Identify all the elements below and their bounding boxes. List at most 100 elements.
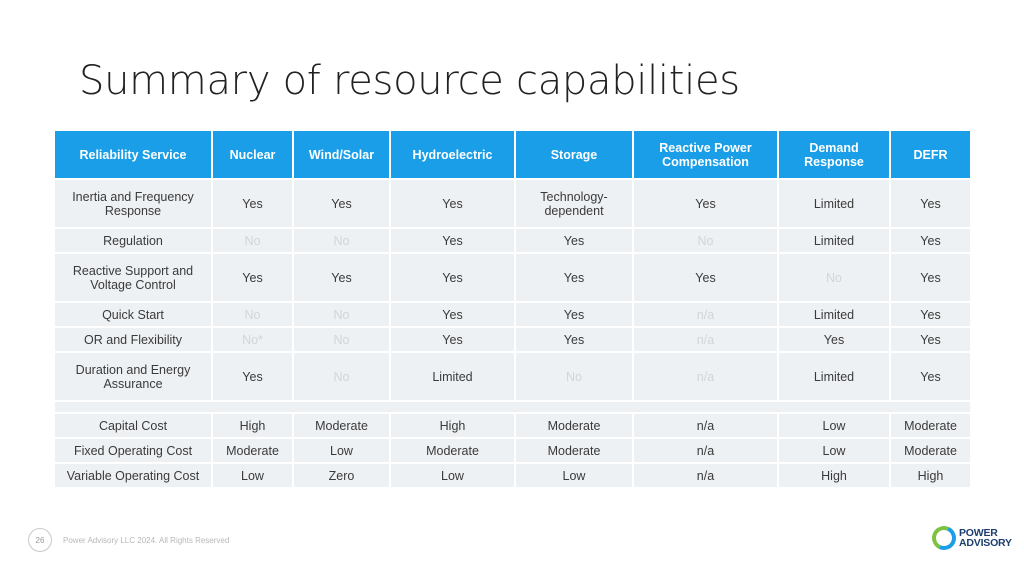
- table-cell: Limited: [779, 353, 889, 400]
- table-cell: Yes: [516, 229, 632, 252]
- header-resource: Reactive Power Compensation: [634, 131, 777, 178]
- row-label: OR and Flexibility: [55, 328, 211, 351]
- table-cell: n/a: [634, 439, 777, 462]
- table-cell: No: [294, 303, 389, 326]
- table-cell: No: [294, 328, 389, 351]
- table-cell: No: [779, 254, 889, 301]
- table-cell: Yes: [891, 303, 970, 326]
- table-cell: Moderate: [891, 439, 970, 462]
- capabilities-table: Reliability Service Nuclear Wind/Solar Hydr…: [53, 129, 972, 489]
- row-label: Duration and Energy Assurance: [55, 353, 211, 400]
- row-label: Regulation: [55, 229, 211, 252]
- table-cell: n/a: [634, 414, 777, 437]
- header-resource: Nuclear: [213, 131, 292, 178]
- table-cell: Yes: [391, 303, 514, 326]
- logo-line-1: POWER: [959, 527, 998, 539]
- table-cell: Yes: [391, 254, 514, 301]
- table-cell: Yes: [294, 180, 389, 227]
- table-row: OR and Flexibility No* No Yes Yes n/a Yes Yes: [55, 328, 970, 351]
- table-cell: n/a: [634, 303, 777, 326]
- table-cell: Yes: [516, 254, 632, 301]
- table-cell: Low: [391, 464, 514, 487]
- table-row: Duration and Energy Assurance Yes No Limite…: [55, 353, 970, 400]
- table-cell: n/a: [634, 353, 777, 400]
- table-cell: High: [391, 414, 514, 437]
- row-label: Capital Cost: [55, 414, 211, 437]
- spacer-cell: [55, 402, 970, 412]
- row-label: Quick Start: [55, 303, 211, 326]
- table-cell: No: [634, 229, 777, 252]
- table-cell: High: [891, 464, 970, 487]
- table-cell: No: [213, 303, 292, 326]
- table-cell: Low: [213, 464, 292, 487]
- table-cell: Low: [294, 439, 389, 462]
- table-cell: Yes: [213, 180, 292, 227]
- table-spacer-row: [55, 402, 970, 412]
- table-cell: No: [294, 353, 389, 400]
- table-cell: Yes: [516, 303, 632, 326]
- table-row: Reactive Support and Voltage Control Yes Y…: [55, 254, 970, 301]
- table-cell: No: [294, 229, 389, 252]
- table-cell: Zero: [294, 464, 389, 487]
- table-cell: Low: [779, 439, 889, 462]
- table-cell: Technology-dependent: [516, 180, 632, 227]
- table-cell: Yes: [634, 254, 777, 301]
- header-resource: Demand Response: [779, 131, 889, 178]
- table-cell: Moderate: [391, 439, 514, 462]
- table-cell: High: [779, 464, 889, 487]
- table-cell: High: [213, 414, 292, 437]
- table-cell: Yes: [779, 328, 889, 351]
- table-cell: Yes: [891, 353, 970, 400]
- table-cell: n/a: [634, 328, 777, 351]
- power-advisory-logo: POWER ADVISORY: [928, 522, 1012, 554]
- table-cell: Moderate: [294, 414, 389, 437]
- table-cell: Limited: [779, 180, 889, 227]
- table-cell: Moderate: [516, 439, 632, 462]
- table-cell: Yes: [634, 180, 777, 227]
- table-cell: No: [213, 229, 292, 252]
- table-cell: Yes: [391, 328, 514, 351]
- copyright-text: Power Advisory LLC 2024. All Rights Rese…: [63, 535, 230, 545]
- table-row: Inertia and Frequency Response Yes Yes Yes T…: [55, 180, 970, 227]
- table-cell: Moderate: [213, 439, 292, 462]
- logo-line-2: ADVISORY: [959, 537, 1012, 549]
- logo-text: POWER ADVISORY: [959, 527, 1012, 549]
- table-cell: Yes: [391, 180, 514, 227]
- slide-title: Summary of resource capabilities: [79, 58, 740, 104]
- table-cell: Yes: [891, 180, 970, 227]
- footer: 26 Power Advisory LLC 2024. All Rights R…: [28, 528, 229, 552]
- table-row: Quick Start No No Yes Yes n/a Limited Yes: [55, 303, 970, 326]
- table-cell: No*: [213, 328, 292, 351]
- row-label: Reactive Support and Voltage Control: [55, 254, 211, 301]
- table-cell: n/a: [634, 464, 777, 487]
- table-row: Variable Operating Cost Low Zero Low Low n/a H…: [55, 464, 970, 487]
- header-resource: Wind/Solar: [294, 131, 389, 178]
- table-row: Regulation No No Yes Yes No Limited Yes: [55, 229, 970, 252]
- table-cell: Yes: [213, 254, 292, 301]
- page-number: 26: [28, 528, 52, 552]
- header-resource: Hydroelectric: [391, 131, 514, 178]
- table-header-row: Reliability Service Nuclear Wind/Solar Hydr…: [55, 131, 970, 178]
- table-cell: Limited: [391, 353, 514, 400]
- row-label: Inertia and Frequency Response: [55, 180, 211, 227]
- table-cell: Moderate: [891, 414, 970, 437]
- table-cell: Yes: [213, 353, 292, 400]
- table-cell: Moderate: [516, 414, 632, 437]
- header-resource: Storage: [516, 131, 632, 178]
- row-label: Variable Operating Cost: [55, 464, 211, 487]
- table-cell: Yes: [891, 254, 970, 301]
- table-row: Fixed Operating Cost Moderate Low Moderate M…: [55, 439, 970, 462]
- table-cell: Low: [779, 414, 889, 437]
- table-row: Capital Cost High Moderate High Moderate n/a L…: [55, 414, 970, 437]
- logo-ring-icon: [928, 522, 960, 554]
- table-cell: No: [516, 353, 632, 400]
- table-cell: Limited: [779, 303, 889, 326]
- table-cell: Low: [516, 464, 632, 487]
- row-label: Fixed Operating Cost: [55, 439, 211, 462]
- table-cell: Yes: [391, 229, 514, 252]
- table-cell: Yes: [294, 254, 389, 301]
- table-cell: Yes: [891, 229, 970, 252]
- header-reliability-service: Reliability Service: [55, 131, 211, 178]
- header-resource: DEFR: [891, 131, 970, 178]
- table-body: Inertia and Frequency Response Yes Yes Yes T…: [55, 180, 970, 487]
